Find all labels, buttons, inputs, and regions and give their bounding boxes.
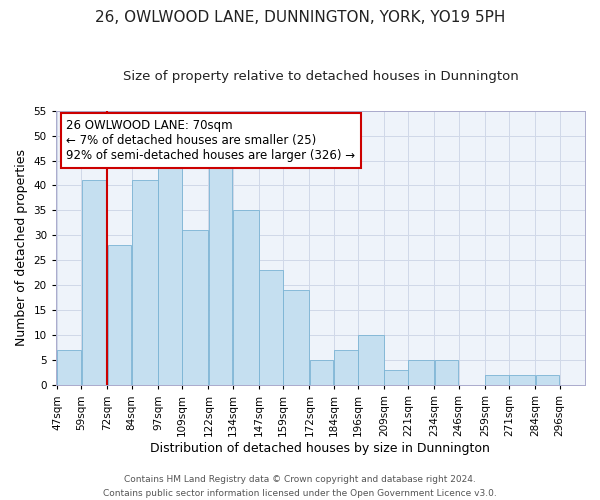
Title: Size of property relative to detached houses in Dunnington: Size of property relative to detached ho… (122, 70, 518, 83)
Bar (108, 246, 131, 386)
Bar (434, 360, 458, 386)
Bar (384, 370, 408, 386)
Bar (485, 376, 509, 386)
Bar (310, 360, 333, 386)
Bar (132, 180, 158, 386)
Text: 26 OWLWOOD LANE: 70sqm
← 7% of detached houses are smaller (25)
92% of semi-deta: 26 OWLWOOD LANE: 70sqm ← 7% of detached … (67, 119, 356, 162)
Bar (259, 270, 283, 386)
Bar (209, 166, 232, 386)
X-axis label: Distribution of detached houses by size in Dunnington: Distribution of detached houses by size … (151, 442, 490, 455)
Bar (57, 350, 81, 386)
Y-axis label: Number of detached properties: Number of detached properties (15, 150, 28, 346)
Bar (358, 336, 384, 386)
Bar (283, 290, 309, 386)
Bar (82, 180, 107, 386)
Text: Contains HM Land Registry data © Crown copyright and database right 2024.
Contai: Contains HM Land Registry data © Crown c… (103, 476, 497, 498)
Bar (182, 230, 208, 386)
Bar (536, 376, 559, 386)
Bar (409, 360, 434, 386)
Bar (509, 376, 535, 386)
Text: 26, OWLWOOD LANE, DUNNINGTON, YORK, YO19 5PH: 26, OWLWOOD LANE, DUNNINGTON, YORK, YO19… (95, 10, 505, 25)
Bar (158, 160, 182, 386)
Bar (334, 350, 358, 386)
Bar (233, 210, 259, 386)
